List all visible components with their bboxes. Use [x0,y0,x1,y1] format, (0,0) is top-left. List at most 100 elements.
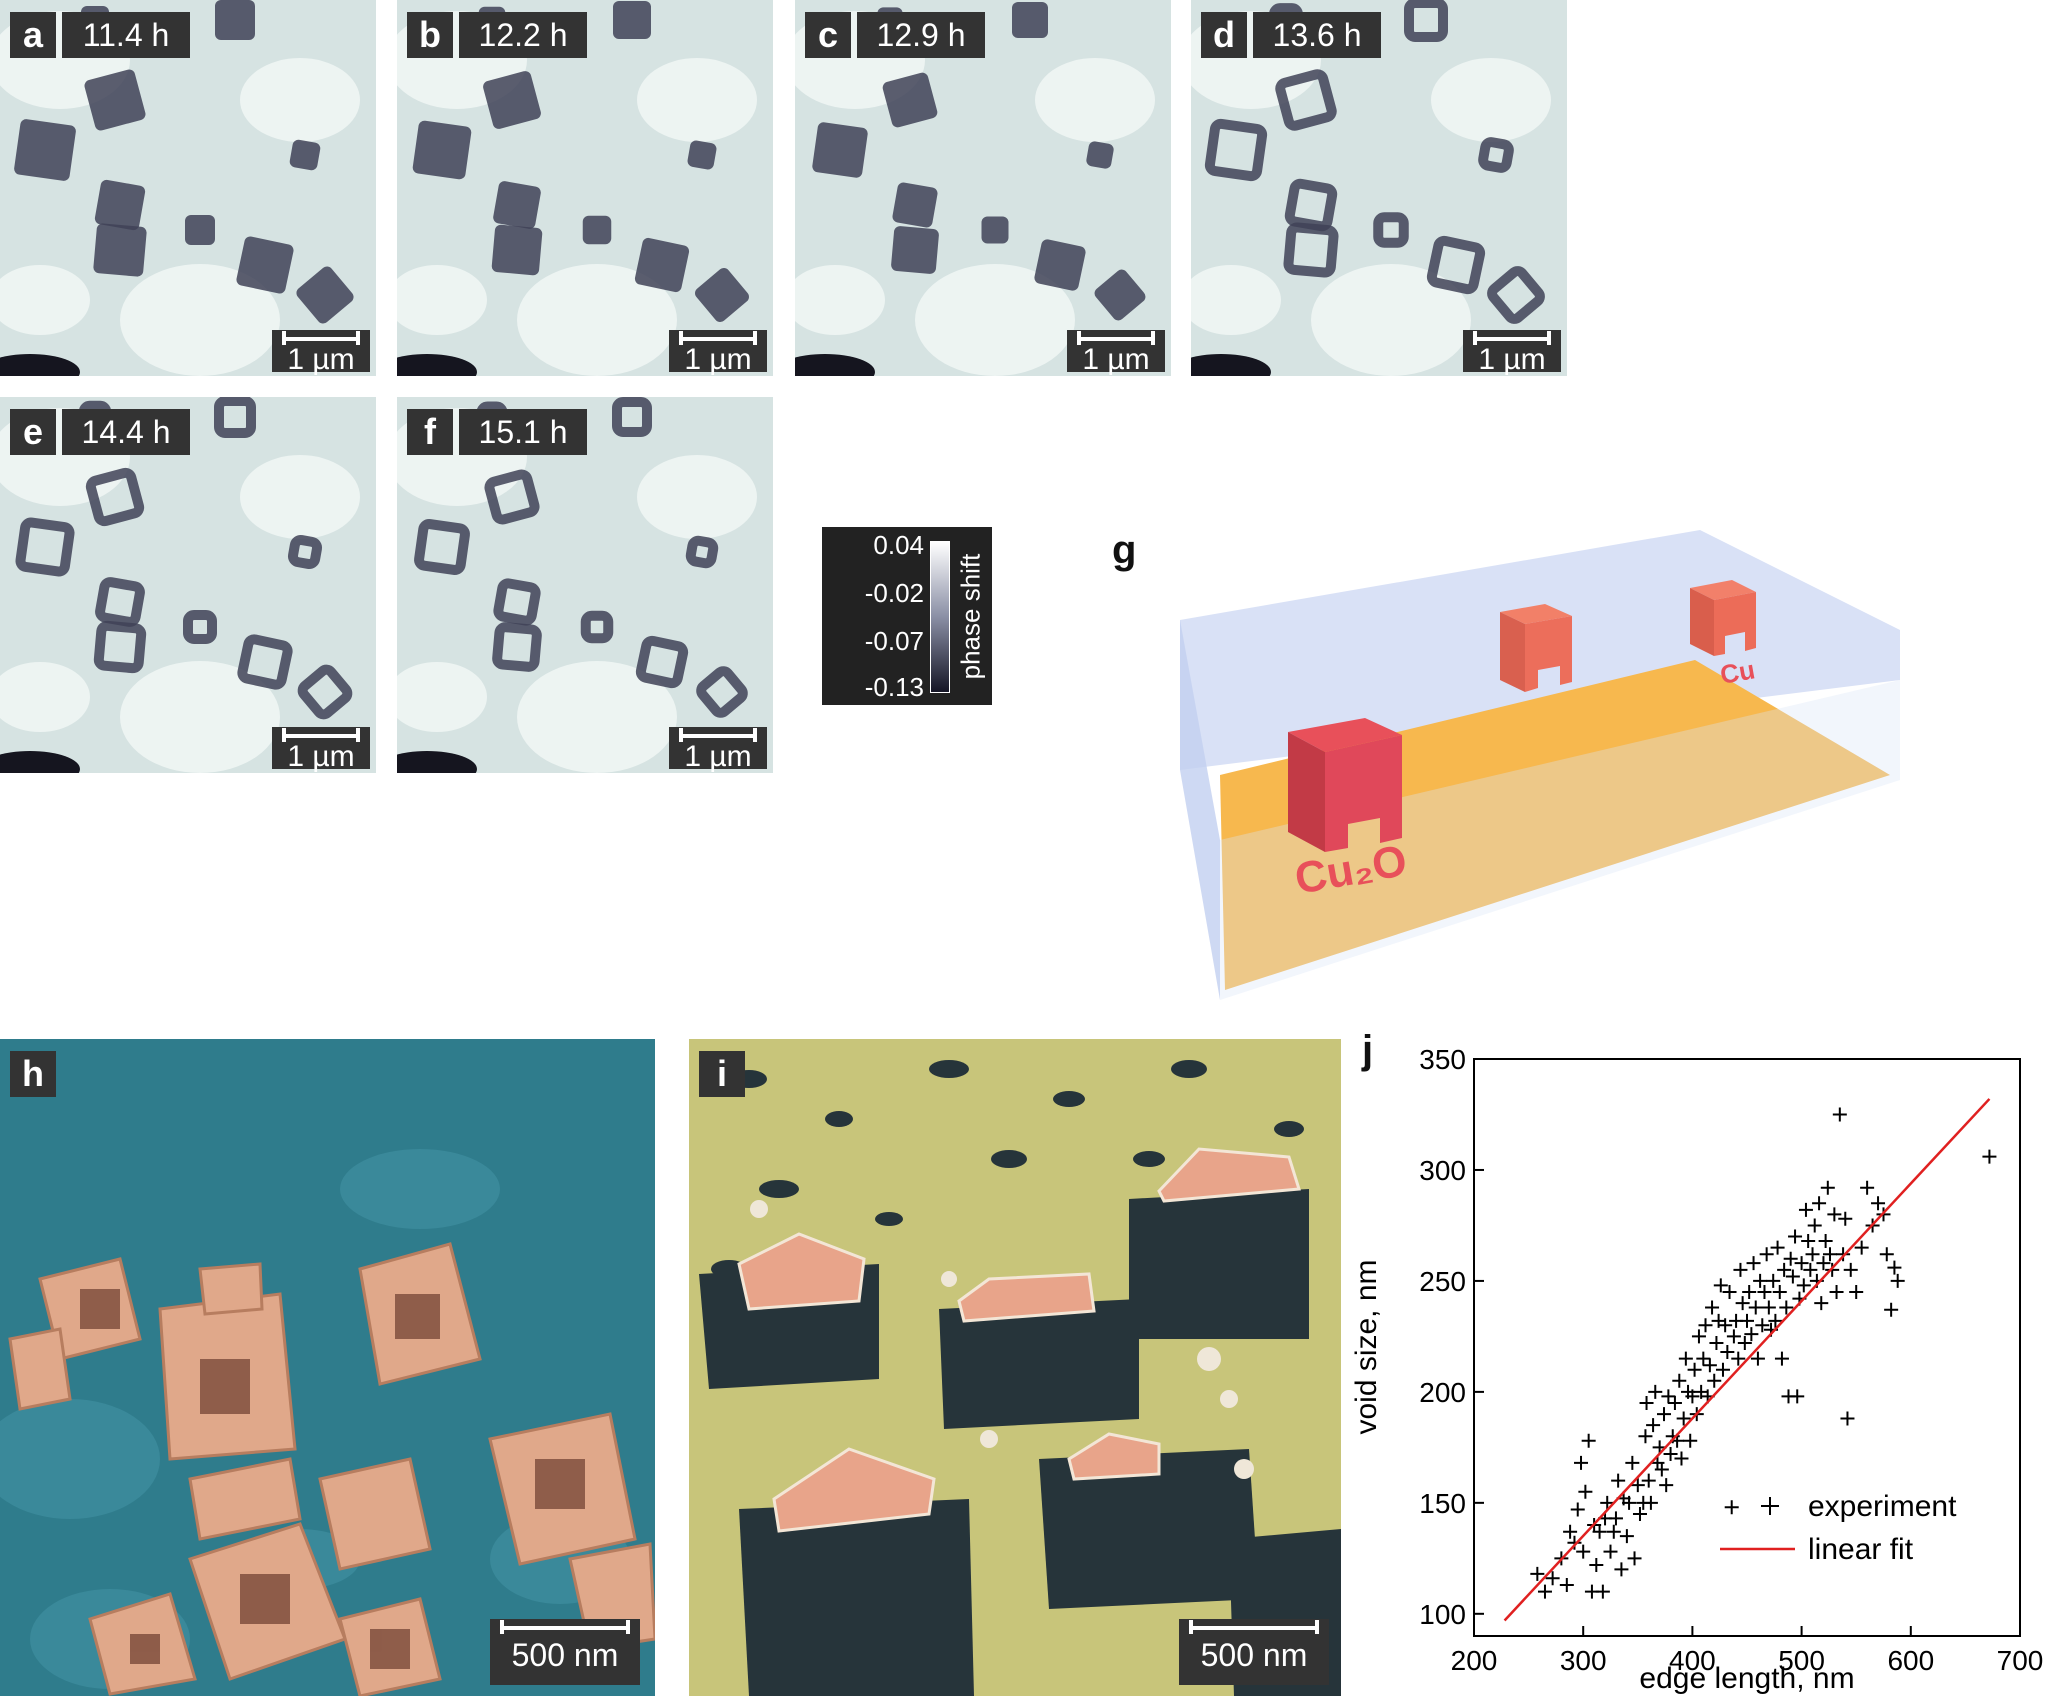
colorbar-tick: -0.07 [864,626,924,656]
plot-frame [1473,1058,2021,1637]
phase-image-b [397,0,773,376]
data-point [1761,1300,1776,1315]
x-tick-label: 400 [1669,1645,1716,1676]
data-point [1879,1247,1894,1262]
colorbar-tick: -0.13 [864,672,924,702]
data-point [1785,1269,1800,1284]
data-point [1709,1336,1724,1351]
data-point [1619,1529,1634,1544]
legend-experiment-label: experiment [1808,1490,1957,1523]
data-point [1748,1300,1763,1315]
data-point [1705,1300,1720,1315]
data-point [1801,1233,1816,1248]
data-point [1798,1202,1813,1217]
data-point [1720,1344,1735,1359]
time-label: 12.9 h [857,12,985,58]
liquid-cell-side [1180,620,1220,1000]
sem-image-h [0,1039,655,1696]
data-point [1777,1262,1792,1277]
data-point [1890,1273,1905,1288]
data-point [1816,1256,1831,1271]
data-point [1840,1411,1855,1426]
x-tick-label: 200 [1451,1645,1498,1676]
data-point [1676,1411,1691,1426]
data-point [1860,1180,1875,1195]
data-point [1622,1495,1637,1510]
data-point [1713,1278,1728,1293]
data-point [1722,1285,1737,1300]
scale-bar: 1 µm [1463,330,1561,376]
data-point [1563,1524,1578,1539]
data-point [1768,1313,1783,1328]
colorbar-gradient [930,541,950,693]
data-point [1982,1149,1997,1164]
data-point [1685,1389,1700,1404]
data-point [1632,1506,1647,1521]
scale-bar-label: 1 µm [287,343,355,376]
x-axis-label: edge length, nm [1639,1662,1854,1695]
panel-a: a 11.4 h 1 µm [0,0,376,376]
data-point [1746,1256,1761,1271]
data-point [1595,1584,1610,1599]
data-point [1790,1389,1805,1404]
data-point [1849,1285,1864,1300]
data-point [1646,1418,1661,1433]
colorbar-tick: -0.02 [864,578,924,608]
data-point [1574,1455,1589,1470]
data-point [1648,1384,1663,1399]
data-point [1783,1251,1798,1266]
data-point [1887,1260,1902,1275]
time-label: 13.6 h [1253,12,1381,58]
x-tick-label: 600 [1887,1645,1934,1676]
panel-letter: h [10,1051,56,1097]
liquid-cell-front [1220,680,1900,1000]
panel-letter: g [1112,528,1137,572]
data-point [1659,1478,1674,1493]
data-point [1772,1285,1787,1300]
colorbar-label: phase shift [955,553,986,680]
data-point [1608,1511,1623,1526]
scatter-chart: edge length, nm void size, nm 200 300 400 5… [1350,1044,2043,1695]
data-point [1829,1285,1844,1300]
phase-image-a [0,0,376,376]
data-point [1807,1218,1822,1233]
panel-letter: i [699,1051,745,1097]
time-label: 14.4 h [62,409,190,455]
data-point [1657,1407,1672,1422]
panel-letter: a [10,12,56,58]
y-tick-label: 150 [1419,1488,1466,1519]
scale-bar: 1 µm [669,330,767,376]
scale-bar: 1 µm [669,727,767,773]
y-tick-label: 100 [1419,1599,1466,1630]
data-point [1641,1473,1656,1488]
time-label: 15.1 h [459,409,587,455]
data-point [1643,1495,1658,1510]
data-point [1822,1247,1837,1262]
data-point [1545,1571,1560,1586]
scale-bar-label: 1 µm [287,740,355,773]
panel-d: d 13.6 h 1 µm [1191,0,1567,376]
data-point [1820,1180,1835,1195]
sem-image-i [689,1039,1341,1696]
label-cu: Cu [1718,654,1757,690]
panel-f: f 15.1 h 1 µm [397,397,773,773]
data-point [1683,1433,1698,1448]
scale-bar: 1 µm [1067,330,1165,376]
scale-bar: 500 nm [490,1619,640,1685]
legend-experiment-marker [1761,1497,1779,1515]
data-point [1737,1336,1752,1351]
data-point [1578,1484,1593,1499]
data-point [1832,1107,1847,1122]
data-point [1755,1318,1770,1333]
data-point [1702,1358,1717,1373]
data-point [1871,1196,1886,1211]
panel-e: e 14.4 h 1 µm [0,397,376,773]
data-point [1812,1196,1827,1211]
panel-i: i 500 nm [689,1039,1341,1696]
chart-j: edge length, nm void size, nm 200 300 400 5… [1340,1025,2050,1696]
data-point [1678,1351,1693,1366]
data-point [1753,1273,1768,1288]
panel-b: b 12.2 h 1 µm [397,0,773,376]
data-point [1774,1351,1789,1366]
data-point [1854,1240,1869,1255]
